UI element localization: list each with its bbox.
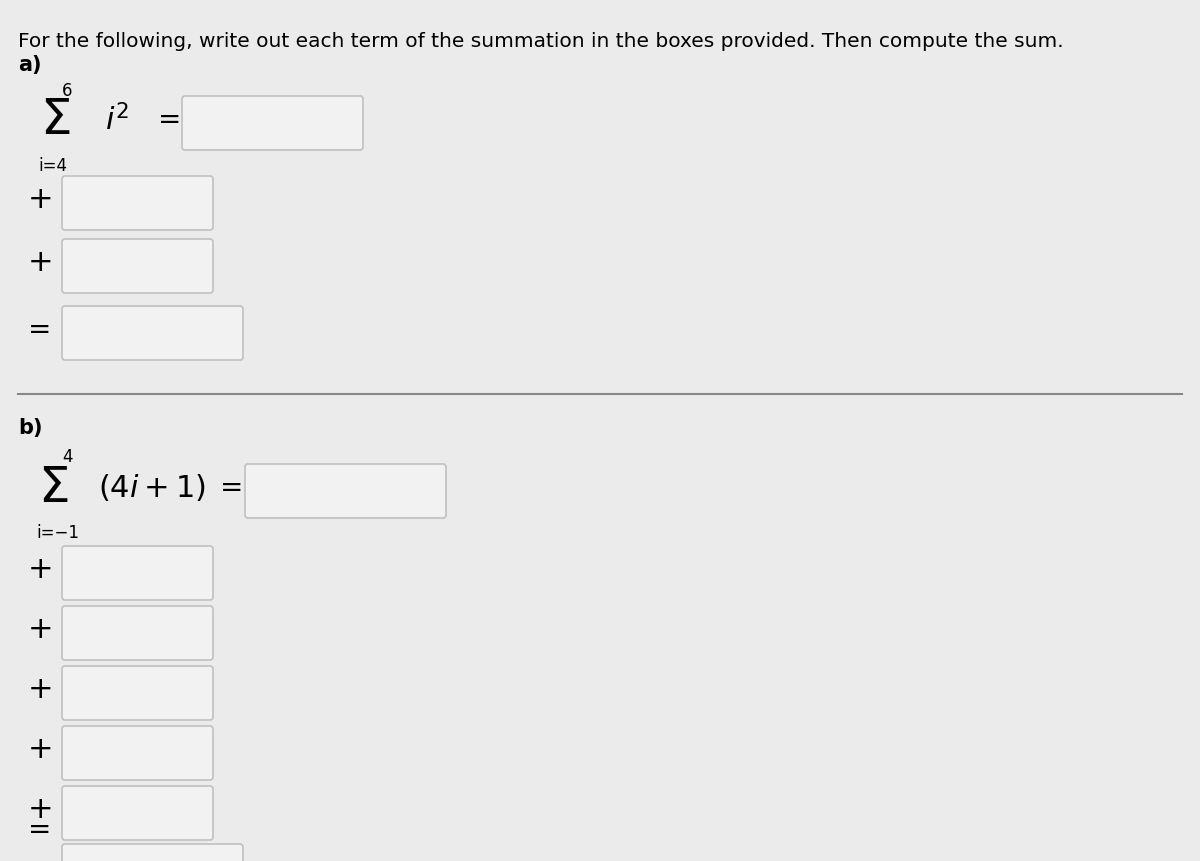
Text: b): b) (18, 418, 42, 437)
Text: For the following, write out each term of the summation in the boxes provided. T: For the following, write out each term o… (18, 32, 1063, 51)
FancyBboxPatch shape (62, 666, 214, 720)
Text: i=−1: i=−1 (36, 523, 79, 542)
FancyBboxPatch shape (245, 464, 446, 518)
FancyBboxPatch shape (62, 786, 214, 840)
Text: $(4i + 1)$: $(4i + 1)$ (98, 472, 206, 503)
FancyBboxPatch shape (62, 606, 214, 660)
Text: =: = (28, 815, 52, 843)
FancyBboxPatch shape (62, 177, 214, 231)
FancyBboxPatch shape (62, 239, 214, 294)
FancyBboxPatch shape (62, 726, 214, 780)
Text: +: + (28, 734, 54, 764)
Text: $i^2$: $i^2$ (106, 103, 130, 136)
Text: i=4: i=4 (38, 157, 67, 175)
Text: +: + (28, 554, 54, 584)
Text: =: = (158, 106, 181, 133)
Text: $\Sigma$: $\Sigma$ (40, 96, 71, 144)
FancyBboxPatch shape (62, 307, 242, 361)
Text: +: + (28, 795, 54, 823)
FancyBboxPatch shape (62, 547, 214, 600)
Text: a): a) (18, 55, 42, 75)
Text: 4: 4 (62, 448, 72, 466)
Text: =: = (220, 474, 244, 501)
FancyBboxPatch shape (182, 97, 364, 151)
Text: $\Sigma$: $\Sigma$ (38, 463, 68, 511)
Text: +: + (28, 615, 54, 644)
Text: +: + (28, 248, 54, 277)
FancyBboxPatch shape (62, 844, 242, 861)
Text: +: + (28, 675, 54, 703)
Text: 6: 6 (62, 82, 72, 100)
Text: =: = (28, 316, 52, 344)
Text: +: + (28, 185, 54, 214)
